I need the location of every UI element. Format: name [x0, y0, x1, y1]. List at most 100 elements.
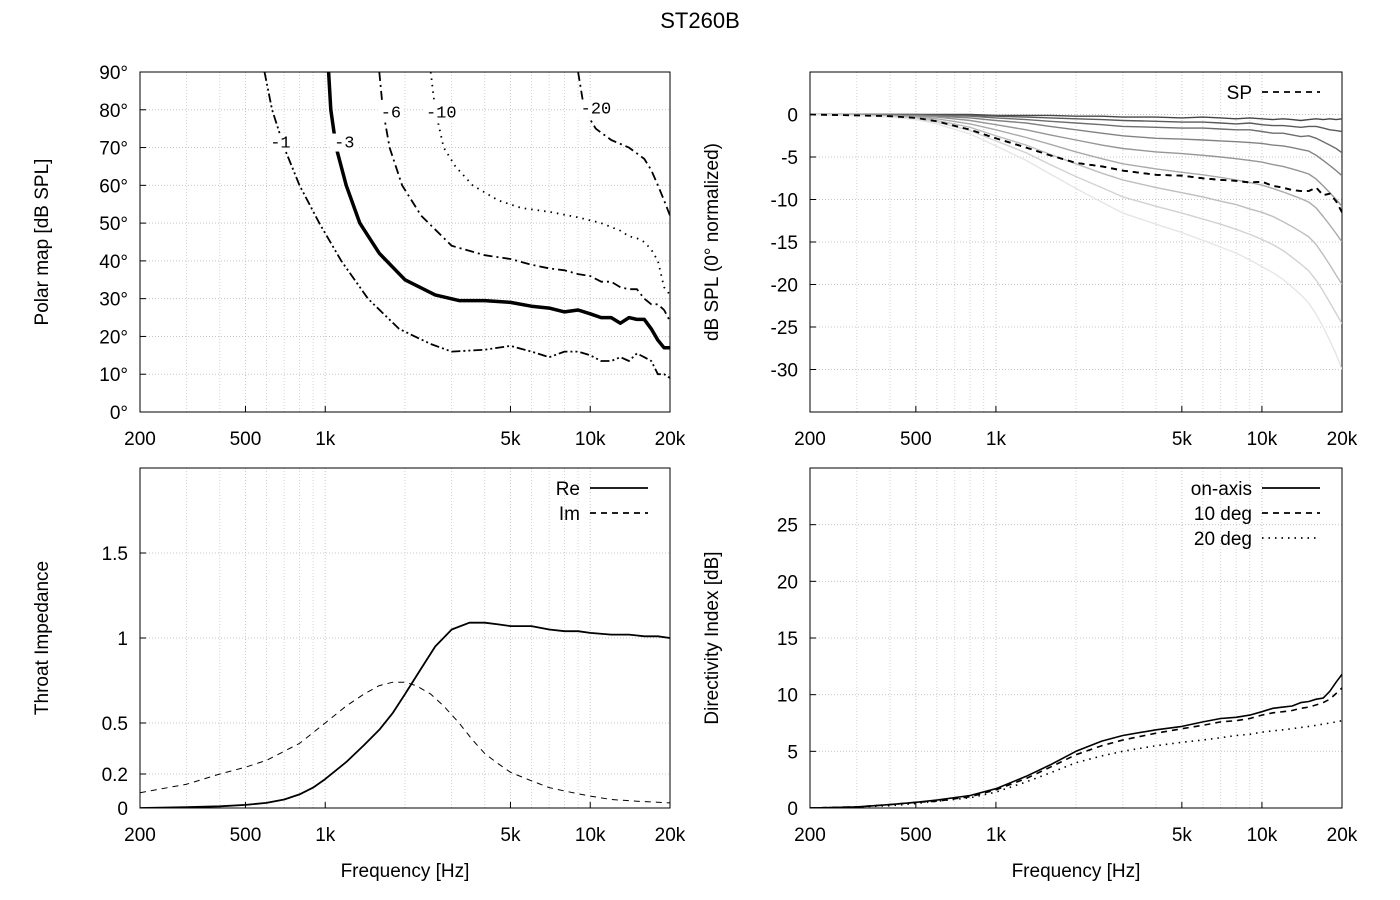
y-tick-label: -15 — [771, 233, 798, 254]
contour-label: -20 — [581, 101, 612, 120]
x-tick-label: 500 — [900, 429, 932, 450]
contour-line — [378, 72, 670, 322]
y-tick-label: 60° — [99, 176, 128, 197]
y-tick-label: 0 — [787, 106, 798, 127]
series-line — [810, 719, 1342, 808]
x-tick-label: 200 — [124, 429, 156, 450]
y-axis-label: Directivity Index [dB] — [702, 551, 723, 724]
y-tick-label: -5 — [781, 148, 798, 169]
x-tick-label: 10k — [1247, 825, 1278, 846]
series-line — [810, 113, 1342, 154]
series-line — [810, 113, 1342, 370]
contour-line — [263, 72, 670, 379]
x-tick-label: 20k — [655, 429, 686, 450]
contour-label: -6 — [381, 104, 401, 123]
x-tick-label: 500 — [230, 825, 262, 846]
contour-label: -10 — [426, 104, 457, 123]
contour-label-bg — [422, 103, 460, 122]
series-line — [810, 113, 1342, 243]
legend: Re Im — [556, 479, 648, 525]
x-tick-label: 20k — [1327, 429, 1358, 450]
series-group — [810, 673, 1342, 808]
plot-frame — [139, 71, 671, 413]
x-tick-label: 5k — [500, 429, 521, 450]
y-tick-label: -20 — [771, 276, 798, 297]
legend: SP — [1227, 83, 1320, 104]
y-tick-label: 70° — [99, 139, 128, 160]
y-tick-label: 0.5 — [102, 714, 128, 735]
x-tick-label: 1k — [986, 429, 1007, 450]
x-tick-label: 500 — [230, 429, 262, 450]
legend-label: SP — [1227, 83, 1252, 104]
series-group — [810, 113, 1342, 370]
y-tick-label: -25 — [771, 318, 798, 339]
series-line — [810, 673, 1342, 808]
y-tick-label: 1 — [117, 629, 128, 650]
series-group — [140, 621, 670, 808]
x-tick-label: 5k — [1172, 429, 1193, 450]
contour-line — [577, 72, 670, 216]
y-tick-label: 20 — [777, 572, 798, 593]
legend-label: 10 deg — [1194, 504, 1252, 525]
y-tick-label: 10° — [99, 365, 128, 386]
contour-line — [429, 72, 670, 296]
contour-label: -1 — [270, 135, 290, 154]
y-tick-label: 15 — [777, 629, 798, 650]
figure-title: ST260B — [660, 8, 740, 33]
contour-label: -3 — [334, 135, 354, 154]
series-line — [810, 113, 1342, 207]
y-axis-label: dB SPL (0° normalized) — [702, 143, 723, 341]
x-tick-label: 10k — [575, 429, 606, 450]
y-tick-label: 10 — [777, 686, 798, 707]
y-tick-label: 30° — [99, 290, 128, 311]
legend-label: Im — [559, 504, 580, 525]
y-tick-label: -10 — [771, 191, 798, 212]
y-tick-label: 0° — [110, 403, 128, 424]
chart-normalized-spl: 200 500 1k 5k 10k 20k 0 -5 -10 -15 -20 -25 -30 dB SPL… — [702, 71, 1358, 450]
y-tick-label: 0.2 — [102, 765, 128, 786]
y-tick-label: 90° — [99, 63, 128, 84]
x-tick-label: 10k — [1247, 429, 1278, 450]
y-tick-label: 25 — [777, 516, 798, 537]
contour-label-bg — [331, 133, 358, 152]
contour-label-bg — [577, 99, 615, 118]
series-group — [263, 72, 670, 379]
gridlines — [140, 72, 670, 412]
x-tick-label: 20k — [655, 825, 686, 846]
series-line — [810, 113, 1342, 177]
y-tick-label: 5 — [787, 742, 798, 763]
x-tick-label: 1k — [986, 825, 1007, 846]
chart-polar-map: 200 500 1k 5k 10k 20k 0° 10° 20° 30° 40° 50° 60° 70° 8… — [32, 63, 686, 450]
y-tick-label: 0 — [117, 799, 128, 820]
series-line — [810, 113, 1342, 122]
x-tick-label: 200 — [794, 429, 826, 450]
x-tick-label: 500 — [900, 825, 932, 846]
x-tick-label: 20k — [1327, 825, 1358, 846]
y-tick-label: 80° — [99, 101, 128, 122]
y-tick-label: 1.5 — [102, 544, 128, 565]
y-tick-label: -30 — [771, 361, 798, 382]
series-line — [140, 621, 670, 808]
x-tick-label: 5k — [500, 825, 521, 846]
legend-label: on-axis — [1191, 479, 1252, 500]
x-tick-label: 1k — [315, 429, 336, 450]
x-axis-label: Frequency [Hz] — [1012, 861, 1141, 882]
contour-label-bg — [377, 103, 404, 122]
legend-label: 20 deg — [1194, 529, 1252, 550]
y-axis-label: Throat Impedance — [32, 561, 53, 715]
contour-label-bg — [267, 133, 294, 152]
x-tick-label: 10k — [575, 825, 606, 846]
series-line — [810, 113, 1342, 324]
y-tick-label: 40° — [99, 252, 128, 273]
y-tick-label: 0 — [787, 799, 798, 820]
gridlines — [140, 468, 670, 808]
x-axis-label: Frequency [Hz] — [341, 861, 470, 882]
y-tick-label: 20° — [99, 327, 128, 348]
chart-directivity-index: 200 500 1k 5k 10k 20k 0 5 10 15 20 25 Directivity In… — [702, 467, 1358, 882]
series-line-sp — [810, 113, 1342, 213]
legend: on-axis 10 deg 20 deg — [1191, 479, 1320, 550]
x-tick-label: 200 — [794, 825, 826, 846]
contour-line — [326, 72, 670, 350]
series-line — [810, 113, 1342, 285]
